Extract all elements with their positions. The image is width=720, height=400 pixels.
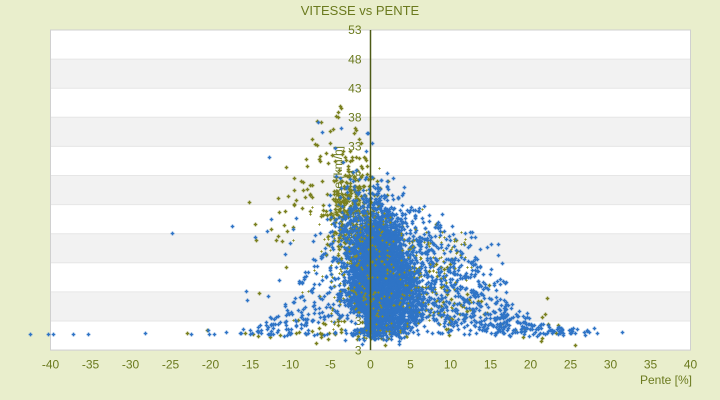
svg-text:0: 0 xyxy=(367,358,374,372)
svg-text:5: 5 xyxy=(407,358,414,372)
svg-text:Pente [%]: Pente [%] xyxy=(640,373,692,387)
svg-text:-25: -25 xyxy=(162,358,180,372)
svg-text:40: 40 xyxy=(684,358,698,372)
svg-text:33: 33 xyxy=(348,140,362,154)
svg-text:3: 3 xyxy=(355,343,362,357)
svg-text:-15: -15 xyxy=(242,358,260,372)
svg-text:-30: -30 xyxy=(122,358,140,372)
svg-text:10: 10 xyxy=(444,358,458,372)
svg-text:3: 3 xyxy=(355,314,362,328)
svg-text:43: 43 xyxy=(348,81,362,95)
svg-text:-20: -20 xyxy=(202,358,220,372)
svg-text:-10: -10 xyxy=(282,358,300,372)
svg-text:48: 48 xyxy=(348,52,362,66)
svg-text:35: 35 xyxy=(644,358,658,372)
svg-text:VITESSE vs PENTE: VITESSE vs PENTE xyxy=(301,3,420,18)
svg-text:25: 25 xyxy=(564,358,578,372)
svg-text:20: 20 xyxy=(524,358,538,372)
svg-text:38: 38 xyxy=(348,111,362,125)
svg-text:15: 15 xyxy=(484,358,498,372)
svg-text:-35: -35 xyxy=(82,358,100,372)
svg-text:-5: -5 xyxy=(325,358,336,372)
svg-text:30: 30 xyxy=(604,358,618,372)
svg-text:-40: -40 xyxy=(42,358,60,372)
svg-text:53: 53 xyxy=(348,23,362,37)
